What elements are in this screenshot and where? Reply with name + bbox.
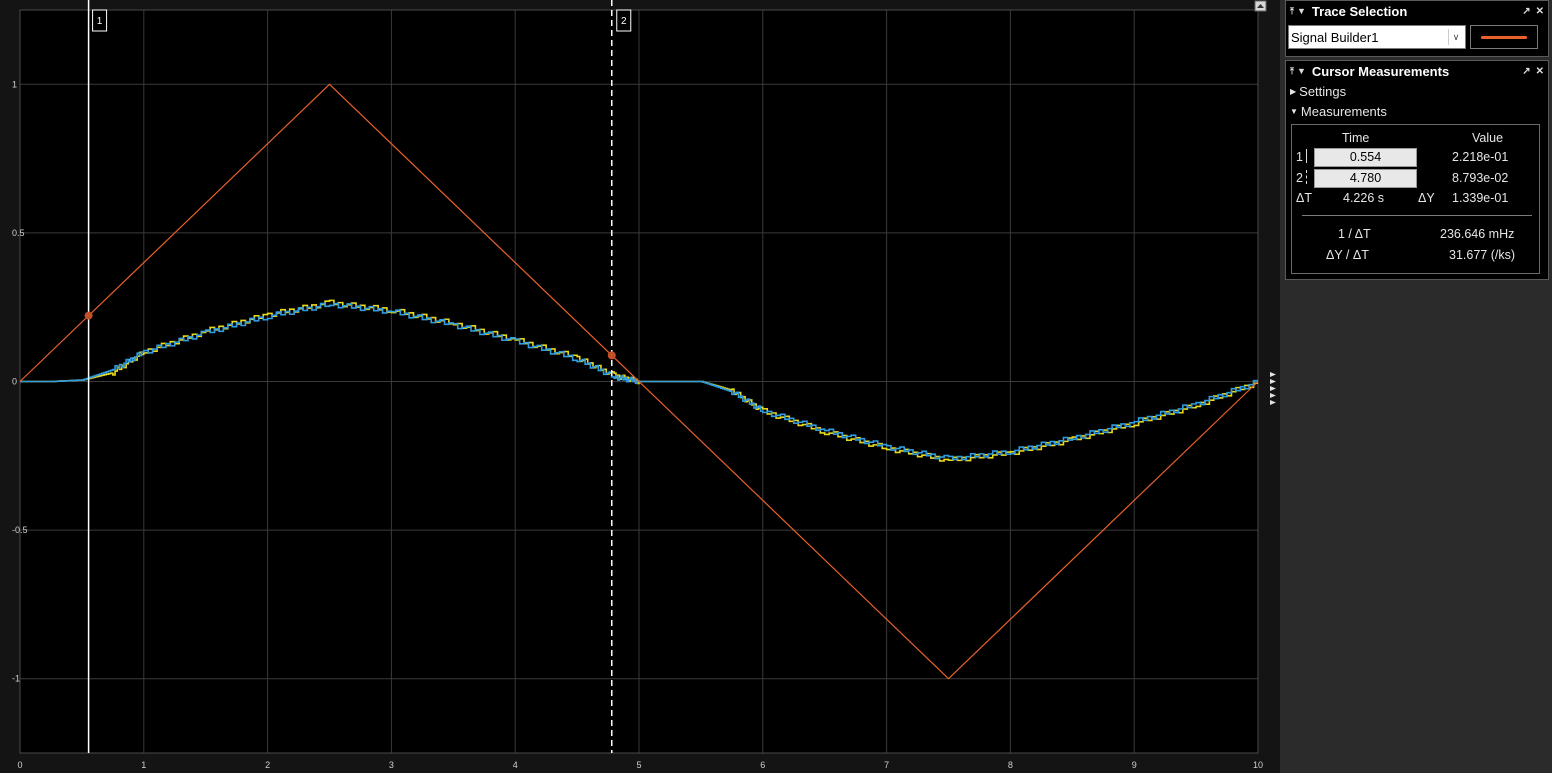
series-signal-builder1 bbox=[19, 83, 1259, 680]
side-arrows-icon[interactable] bbox=[1270, 372, 1276, 405]
delta-t-label: ΔT bbox=[1296, 191, 1312, 205]
measurements-table: Time Value 1 0.554 2.218e-01 2 4.780 8.7… bbox=[1291, 124, 1540, 274]
x-tick-label: 0 bbox=[17, 760, 22, 770]
cursor-measurements-panel: ⤒ ▼ Cursor Measurements ↗ ✕ ▶ Settings ▼… bbox=[1285, 60, 1549, 280]
time-column-header: Time bbox=[1342, 131, 1370, 145]
x-tick-label: 9 bbox=[1132, 760, 1137, 770]
cursor-1-tag[interactable] bbox=[92, 9, 108, 32]
y-tick-label: -1 bbox=[12, 674, 20, 684]
inverse-delta-t-row: 1 / ΔT 236.646 mHz bbox=[1292, 225, 1539, 245]
x-tick-label: 10 bbox=[1253, 760, 1263, 770]
dy-dt-row: ΔY / ΔT 31.677 (/ks) bbox=[1292, 246, 1539, 266]
collapse-icon[interactable]: ▼ bbox=[1296, 6, 1306, 16]
measurements-toggle[interactable]: ▼ Measurements bbox=[1286, 101, 1548, 121]
cursor-measurements-header: ⤒ ▼ Cursor Measurements ↗ ✕ bbox=[1286, 61, 1548, 81]
solid-line-icon bbox=[1306, 149, 1307, 163]
cursor-2-tag[interactable] bbox=[616, 9, 632, 32]
chevron-down-icon[interactable]: ∨ bbox=[1448, 29, 1463, 45]
x-tick-label: 7 bbox=[884, 760, 889, 770]
pin-icon[interactable]: ⤒ bbox=[1290, 65, 1294, 76]
dashed-line-icon bbox=[1306, 170, 1307, 184]
x-tick-label: 1 bbox=[141, 760, 146, 770]
close-icon[interactable]: ✕ bbox=[1535, 65, 1544, 77]
trace-selection-title: Trace Selection bbox=[1311, 3, 1408, 19]
dy-dt-label: ΔY / ΔT bbox=[1326, 248, 1369, 262]
x-tick-label: 6 bbox=[760, 760, 765, 770]
trace-color-button[interactable] bbox=[1470, 25, 1538, 49]
value-column-header: Value bbox=[1472, 131, 1504, 145]
triangle-right-icon bbox=[1270, 400, 1276, 405]
cursor-2-value: 8.793e-02 bbox=[1452, 171, 1509, 185]
x-tick-label: 2 bbox=[265, 760, 270, 770]
undock-icon[interactable]: ↗ bbox=[1522, 65, 1531, 77]
dy-dt-value: 31.677 (/ks) bbox=[1449, 248, 1516, 262]
x-tick-label: 5 bbox=[636, 760, 641, 770]
cursor-2-time-input[interactable]: 4.780 bbox=[1314, 169, 1417, 188]
trace-selection-header: ⤒ ▼ Trace Selection ↗ ✕ bbox=[1286, 1, 1548, 21]
trace-color-swatch bbox=[1481, 35, 1527, 39]
triangle-right-icon bbox=[1270, 393, 1276, 398]
cursor-1-row: 1 0.554 2.218e-01 bbox=[1292, 148, 1539, 168]
cursor-1-marker bbox=[84, 311, 93, 320]
inverse-delta-t-label: 1 / ΔT bbox=[1338, 227, 1371, 241]
delta-y-label: ΔY bbox=[1418, 191, 1435, 205]
x-tick-label: 3 bbox=[389, 760, 394, 770]
triangle-right-icon bbox=[1270, 386, 1276, 391]
trace-select-dropdown[interactable]: Signal Builder1 ∨ bbox=[1288, 25, 1466, 49]
x-tick-label: 8 bbox=[1008, 760, 1013, 770]
y-tick-label: 0.5 bbox=[12, 228, 25, 238]
cursor-2-index: 2 bbox=[1296, 171, 1303, 185]
series-blue bbox=[20, 302, 1258, 461]
settings-label: Settings bbox=[1299, 83, 1347, 99]
tick-labels: 0 1 2 3 4 5 6 7 8 9 10 1 0.5 0 -0.5 -1 bbox=[12, 79, 1263, 770]
settings-toggle[interactable]: ▶ Settings bbox=[1286, 81, 1548, 101]
triangle-right-icon: ▶ bbox=[1290, 86, 1297, 96]
y-tick-label: -0.5 bbox=[12, 525, 28, 535]
close-icon[interactable]: ✕ bbox=[1535, 5, 1544, 17]
inverse-delta-t-value: 236.646 mHz bbox=[1440, 227, 1515, 241]
trace-selection-panel: ⤒ ▼ Trace Selection ↗ ✕ Signal Builder1 … bbox=[1285, 0, 1549, 57]
cursor-1-value: 2.218e-01 bbox=[1452, 150, 1509, 164]
cursor-2-tag-label: 2 bbox=[621, 16, 627, 27]
pin-icon[interactable]: ⤒ bbox=[1290, 5, 1294, 16]
y-tick-label: 1 bbox=[12, 79, 17, 89]
measurements-divider bbox=[1302, 215, 1532, 216]
trace-select-value: Signal Builder1 bbox=[1291, 29, 1379, 45]
right-panel: ⤒ ▼ Trace Selection ↗ ✕ Signal Builder1 … bbox=[1283, 0, 1552, 773]
y-tick-label: 0 bbox=[12, 377, 17, 387]
measurements-label: Measurements bbox=[1300, 103, 1387, 119]
cursor-1-index: 1 bbox=[1296, 150, 1303, 164]
triangle-right-icon bbox=[1270, 372, 1276, 377]
cursor-1-time-input[interactable]: 0.554 bbox=[1314, 148, 1417, 167]
delta-row: ΔT 4.226 s ΔY 1.339e-01 bbox=[1292, 189, 1539, 209]
series-lines bbox=[19, 83, 1259, 680]
undock-icon[interactable]: ↗ bbox=[1522, 5, 1531, 17]
expand-icon[interactable] bbox=[1254, 0, 1267, 12]
triangle-right-icon bbox=[1270, 379, 1276, 384]
cursor-measurements-title: Cursor Measurements bbox=[1311, 63, 1450, 79]
cursor-2-row: 2 4.780 8.793e-02 bbox=[1292, 169, 1539, 189]
delta-y-value: 1.339e-01 bbox=[1452, 191, 1509, 205]
cursor-1-tag-label: 1 bbox=[97, 16, 103, 27]
collapse-icon[interactable]: ▼ bbox=[1296, 66, 1306, 76]
x-tick-label: 4 bbox=[513, 760, 518, 770]
triangle-down-icon: ▼ bbox=[1290, 106, 1298, 116]
measurements-header-row: Time Value bbox=[1292, 129, 1539, 149]
delta-t-value: 4.226 s bbox=[1343, 191, 1385, 205]
cursor-2-marker bbox=[607, 351, 616, 360]
